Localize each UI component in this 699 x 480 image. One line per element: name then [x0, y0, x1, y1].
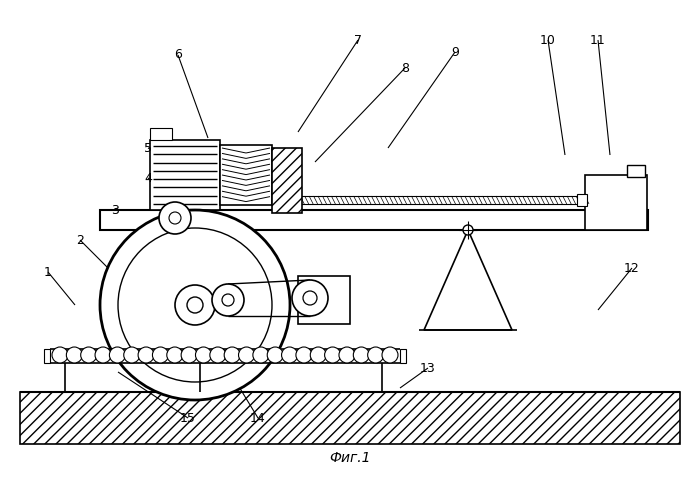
Circle shape — [169, 212, 181, 224]
Bar — [627, 165, 645, 177]
Text: 9: 9 — [451, 46, 459, 59]
Circle shape — [224, 347, 240, 363]
Circle shape — [303, 291, 317, 305]
Bar — [44, 349, 50, 363]
Text: 3: 3 — [111, 204, 119, 216]
Circle shape — [138, 347, 154, 363]
Circle shape — [292, 280, 328, 316]
Circle shape — [181, 347, 197, 363]
Bar — [298, 276, 350, 324]
Circle shape — [296, 347, 312, 363]
Circle shape — [95, 347, 111, 363]
Polygon shape — [424, 230, 512, 330]
Text: 13: 13 — [420, 361, 436, 374]
Circle shape — [382, 347, 398, 363]
Circle shape — [124, 347, 140, 363]
Circle shape — [353, 347, 369, 363]
Text: 7: 7 — [354, 34, 362, 47]
Text: 6: 6 — [174, 48, 182, 61]
Circle shape — [238, 347, 254, 363]
Circle shape — [253, 347, 269, 363]
Text: 10: 10 — [540, 34, 556, 47]
Text: 14: 14 — [250, 411, 266, 424]
Circle shape — [196, 347, 212, 363]
Bar — [150, 128, 172, 140]
Circle shape — [80, 347, 96, 363]
Circle shape — [109, 347, 125, 363]
Circle shape — [167, 347, 182, 363]
Bar — [577, 194, 587, 206]
Circle shape — [310, 347, 326, 363]
Circle shape — [100, 210, 290, 400]
Bar — [585, 175, 647, 230]
Circle shape — [175, 285, 215, 325]
Text: 1: 1 — [44, 265, 52, 278]
Circle shape — [152, 347, 168, 363]
Bar — [150, 140, 220, 210]
Text: 2: 2 — [76, 233, 84, 247]
Circle shape — [324, 347, 340, 363]
Text: 12: 12 — [624, 262, 640, 275]
Text: 5: 5 — [144, 142, 152, 155]
Circle shape — [118, 228, 272, 382]
Text: 11: 11 — [590, 34, 606, 47]
Bar — [272, 148, 302, 213]
Bar — [100, 210, 648, 230]
Circle shape — [282, 347, 298, 363]
Text: 15: 15 — [180, 411, 196, 424]
Circle shape — [339, 347, 355, 363]
Text: 8: 8 — [401, 61, 409, 74]
Text: 4: 4 — [144, 171, 152, 184]
Circle shape — [159, 202, 191, 234]
Circle shape — [212, 284, 244, 316]
Circle shape — [66, 347, 82, 363]
Bar — [220, 145, 272, 205]
Text: Фиг.1: Фиг.1 — [329, 451, 370, 465]
Circle shape — [222, 294, 234, 306]
Circle shape — [187, 297, 203, 313]
Circle shape — [368, 347, 384, 363]
Circle shape — [463, 225, 473, 235]
Circle shape — [52, 347, 68, 363]
Bar — [400, 349, 406, 363]
Circle shape — [267, 347, 283, 363]
Bar — [20, 392, 680, 444]
Circle shape — [210, 347, 226, 363]
